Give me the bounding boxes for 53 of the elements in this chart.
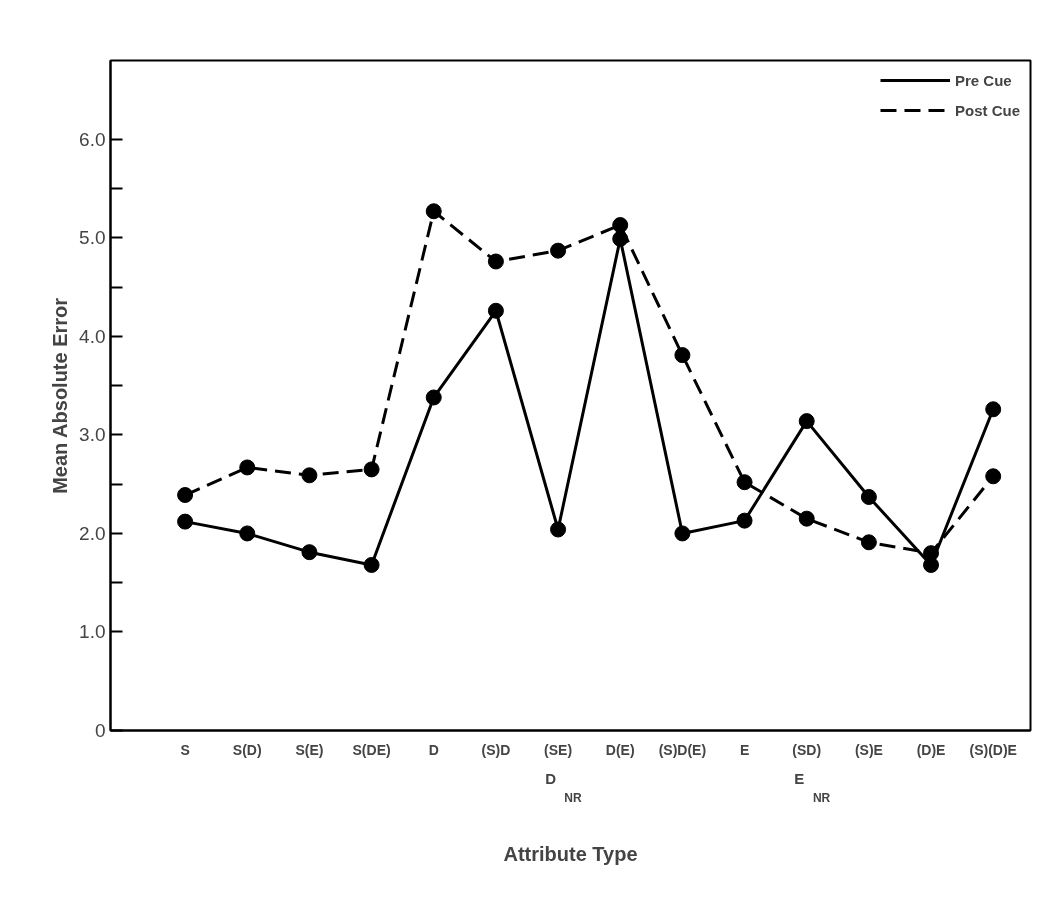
x-tick-label: S(D): [232, 741, 262, 758]
y-tick-label: 3.0: [79, 424, 106, 446]
point: [860, 534, 877, 551]
point: [798, 510, 815, 527]
point: [363, 556, 380, 573]
point: [239, 459, 256, 476]
x-tick-label: S(DE): [352, 741, 391, 758]
x-tick-label: D(E): [605, 741, 635, 758]
point: [301, 467, 318, 484]
y-tick-label: 2.0: [79, 522, 106, 544]
x-tick-label: E: [739, 741, 750, 758]
point: [239, 525, 256, 542]
point: [363, 461, 380, 478]
y-tick-label: 1.0: [79, 621, 106, 643]
point: [985, 401, 1002, 418]
text: DNR: [545, 769, 582, 805]
x-axis-title: Attribute Type: [503, 842, 638, 865]
text: ENR: [794, 769, 831, 805]
point: [736, 512, 753, 529]
point: [923, 545, 940, 562]
point: [177, 487, 194, 503]
legend-label: Post Cue: [954, 101, 1020, 119]
x-tick-label: (SD): [792, 741, 822, 758]
point: [860, 489, 877, 505]
point: [425, 389, 442, 406]
point: [177, 513, 194, 530]
x-tick-label: (S)D(E): [658, 741, 707, 758]
x-tick-label: (S)D: [481, 741, 511, 758]
y-tick-label: 4.0: [79, 325, 106, 347]
x-tick-label: (SE): [544, 741, 573, 758]
y-axis-title: Mean Absolute Error: [49, 297, 72, 494]
y-tick-label: 0: [94, 720, 106, 741]
x-tick-label: D: [428, 741, 439, 758]
point: [550, 521, 567, 538]
legend-label: Pre Cue: [954, 71, 1012, 89]
x-tick-label: (S)(D)E: [969, 741, 1017, 758]
point: [425, 203, 442, 220]
x-tick-label: (S)E: [854, 741, 883, 758]
point: [550, 242, 567, 259]
point: [736, 474, 753, 491]
point: [985, 468, 1002, 485]
point: [612, 217, 629, 234]
point: [798, 413, 815, 430]
point: [487, 253, 504, 270]
point: [301, 544, 318, 561]
y-tick-label: 6.0: [79, 128, 106, 150]
y-tick-label: 5.0: [79, 227, 106, 249]
x-tick-label: (D)E: [916, 741, 946, 758]
x-tick-label: S(E): [295, 741, 324, 758]
point: [487, 302, 504, 319]
point: [674, 347, 691, 364]
point: [674, 525, 691, 542]
x-tick-label: S: [180, 741, 190, 758]
